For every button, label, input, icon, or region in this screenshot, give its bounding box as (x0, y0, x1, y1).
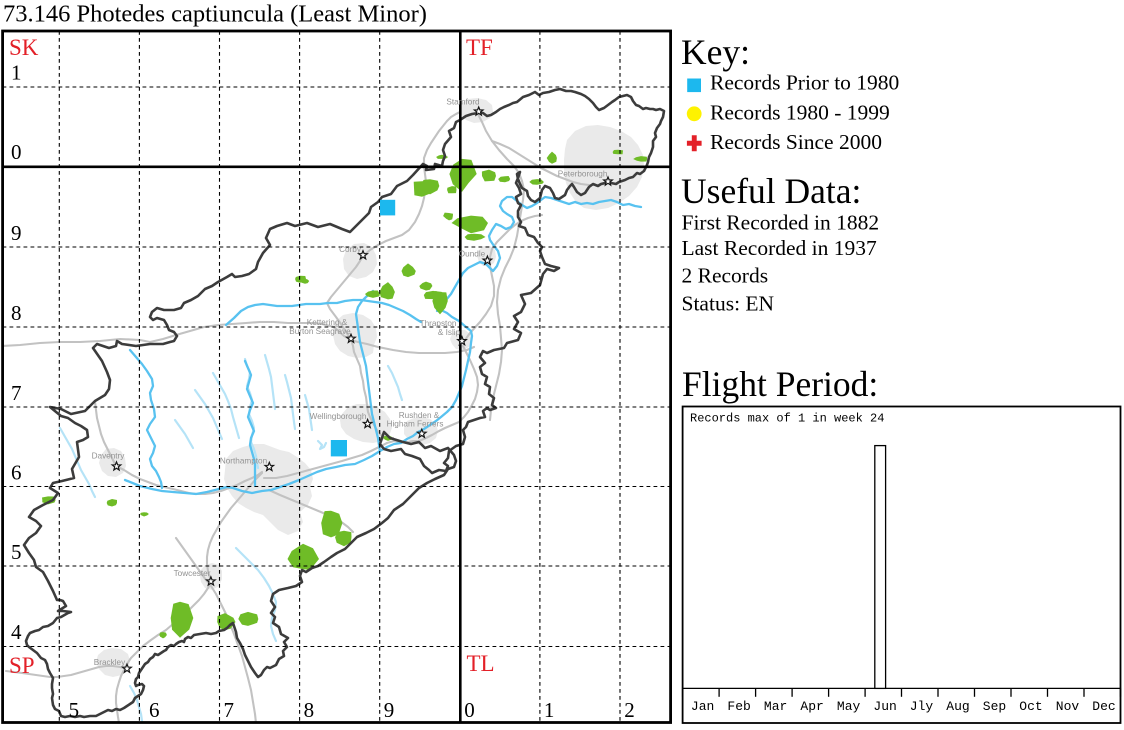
svg-text:5: 5 (11, 540, 22, 564)
svg-text:9: 9 (384, 698, 395, 722)
svg-text:TF: TF (466, 35, 493, 60)
svg-text:Wellingborough: Wellingborough (310, 412, 367, 421)
svg-text:7: 7 (224, 698, 235, 722)
svg-text:Daventry: Daventry (92, 452, 126, 461)
svg-text:Northampton: Northampton (220, 457, 268, 466)
svg-text:& Islip: & Islip (438, 328, 461, 337)
svg-text:Records max of 1 in week 24: Records max of 1 in week 24 (690, 412, 884, 426)
svg-text:Feb: Feb (727, 699, 750, 714)
svg-text:73.146 Photedes captiuncula (L: 73.146 Photedes captiuncula (Least Minor… (3, 1, 427, 28)
svg-text:First Recorded in 1882: First Recorded in 1882 (682, 211, 880, 235)
svg-text:Jly: Jly (910, 699, 934, 714)
svg-text:Nov: Nov (1056, 699, 1080, 714)
svg-text:0: 0 (464, 698, 475, 722)
svg-text:Records Prior to 1980: Records Prior to 1980 (710, 71, 899, 95)
svg-text:SP: SP (9, 653, 35, 678)
svg-text:Burton Seagrave: Burton Seagrave (289, 327, 351, 336)
svg-text:SK: SK (9, 35, 39, 60)
svg-text:Dec: Dec (1092, 699, 1115, 714)
svg-text:2 Records: 2 Records (682, 264, 769, 288)
svg-text:Towcester: Towcester (174, 569, 211, 578)
svg-text:6: 6 (11, 461, 22, 485)
svg-text:Kettering &: Kettering & (307, 318, 348, 327)
svg-text:2: 2 (624, 698, 635, 722)
svg-text:Oundle: Oundle (459, 250, 486, 259)
svg-text:6: 6 (149, 698, 160, 722)
svg-text:Higham Ferrers: Higham Ferrers (387, 420, 444, 429)
svg-text:Aug: Aug (946, 699, 969, 714)
svg-text:Last Recorded in 1937: Last Recorded in 1937 (682, 236, 877, 260)
svg-text:Flight Period:: Flight Period: (682, 364, 878, 404)
svg-text:7: 7 (11, 381, 22, 405)
svg-text:Useful Data:: Useful Data: (681, 171, 861, 211)
svg-text:Key:: Key: (681, 32, 750, 72)
svg-text:Brackley: Brackley (94, 658, 126, 667)
svg-text:Stamford: Stamford (446, 98, 480, 107)
svg-text:8: 8 (304, 698, 315, 722)
svg-text:Records Since 2000: Records Since 2000 (710, 130, 882, 154)
svg-text:Peterborough: Peterborough (558, 170, 608, 179)
svg-text:4: 4 (11, 620, 22, 644)
svg-text:TL: TL (467, 651, 495, 676)
svg-text:Oct: Oct (1019, 699, 1042, 714)
svg-text:Apr: Apr (800, 699, 823, 714)
svg-text:Records 1980 - 1999: Records 1980 - 1999 (710, 101, 890, 125)
svg-text:Jun: Jun (873, 699, 896, 714)
svg-text:0: 0 (11, 140, 22, 164)
svg-text:Thrapston: Thrapston (420, 319, 457, 328)
svg-text:Corby: Corby (339, 245, 362, 254)
svg-text:5: 5 (69, 698, 80, 722)
svg-text:Status: EN: Status: EN (682, 292, 775, 316)
svg-text:1: 1 (11, 61, 22, 85)
svg-text:1: 1 (544, 698, 555, 722)
svg-text:9: 9 (11, 221, 22, 245)
svg-text:Rushden &: Rushden & (399, 411, 440, 420)
svg-text:Sep: Sep (983, 699, 1006, 714)
svg-text:May: May (837, 699, 861, 714)
svg-text:Mar: Mar (764, 699, 787, 714)
svg-text:Jan: Jan (691, 699, 714, 714)
svg-text:8: 8 (11, 301, 22, 325)
